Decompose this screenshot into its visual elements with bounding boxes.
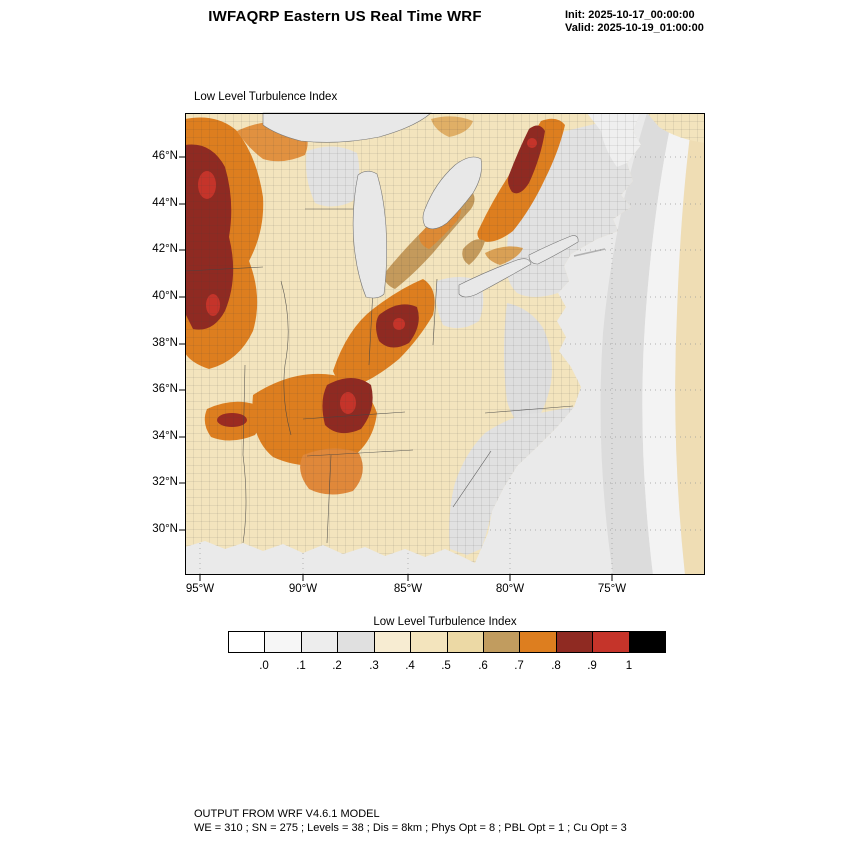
map-panel: [179, 112, 705, 581]
valid-time: Valid: 2025-10-19_01:00:00: [565, 22, 704, 34]
lake-michigan: [352, 170, 387, 299]
x-tick-label: 80°W: [495, 583, 525, 595]
y-tick-label: 40°N: [152, 290, 178, 302]
turbulence-map: [179, 112, 705, 581]
y-tick-label: 34°N: [152, 430, 178, 442]
colorbar-swatch: [264, 631, 302, 653]
colorbar-swatch: [300, 631, 339, 653]
colorbar-swatch: [555, 631, 594, 653]
lake-ontario: [528, 235, 579, 265]
model-version-line: OUTPUT FROM WRF V4.6.1 MODEL: [194, 808, 380, 820]
colorbar-tick: .6: [478, 660, 488, 672]
colorbar-swatch: [228, 631, 266, 653]
colorbar-tick: .4: [405, 660, 415, 672]
y-tick-label: 30°N: [152, 523, 178, 535]
colorbar-swatch: [337, 631, 375, 653]
field-label: Low Level Turbulence Index: [194, 91, 338, 103]
lake-huron: [422, 156, 482, 230]
map-frame: [185, 113, 705, 575]
colorbar-tick: .8: [551, 660, 561, 672]
colorbar-tick: .0: [259, 660, 269, 672]
init-time: Init: 2025-10-17_00:00:00: [565, 9, 695, 21]
y-tick-label: 44°N: [152, 197, 178, 209]
model-config-line: WE = 310 ; SN = 275 ; Levels = 38 ; Dis …: [194, 822, 627, 834]
y-tick-label: 36°N: [152, 383, 178, 395]
colorbar-swatch: [519, 631, 557, 653]
colorbar-tick: .3: [369, 660, 379, 672]
colorbar-tick: .2: [332, 660, 342, 672]
page-title: IWFAQRP Eastern US Real Time WRF: [208, 8, 482, 25]
lake-superior: [262, 112, 432, 143]
colorbar-swatch: [482, 631, 521, 653]
colorbar-tick: .1: [296, 660, 306, 672]
y-tick-label: 42°N: [152, 243, 178, 255]
x-tick-label: 95°W: [185, 583, 215, 595]
colorbar: [228, 631, 667, 653]
colorbar-swatch: [628, 631, 667, 653]
colorbar-swatch: [373, 631, 412, 653]
colorbar-tick: .7: [514, 660, 524, 672]
colorbar-tick: 1: [625, 660, 633, 672]
county-grid: [185, 113, 705, 563]
y-tick-label: 46°N: [152, 150, 178, 162]
colorbar-swatch: [446, 631, 484, 653]
x-tick-label: 85°W: [393, 583, 423, 595]
colorbar-tick: .5: [441, 660, 451, 672]
x-tick-label: 90°W: [288, 583, 318, 595]
axis-ticks: [179, 156, 613, 581]
y-tick-label: 38°N: [152, 337, 178, 349]
colorbar-title: Low Level Turbulence Index: [373, 616, 517, 628]
colorbar-tick: .9: [587, 660, 597, 672]
great-lakes: [262, 112, 579, 299]
colorbar-swatch: [592, 631, 630, 653]
y-tick-label: 32°N: [152, 476, 178, 488]
lake-erie: [458, 258, 532, 298]
colorbar-swatch: [410, 631, 448, 653]
x-tick-label: 75°W: [597, 583, 627, 595]
run-times: Init: 2025-10-17_00:00:00 Valid: 2025-10…: [565, 9, 704, 35]
state-borders: [184, 208, 606, 544]
